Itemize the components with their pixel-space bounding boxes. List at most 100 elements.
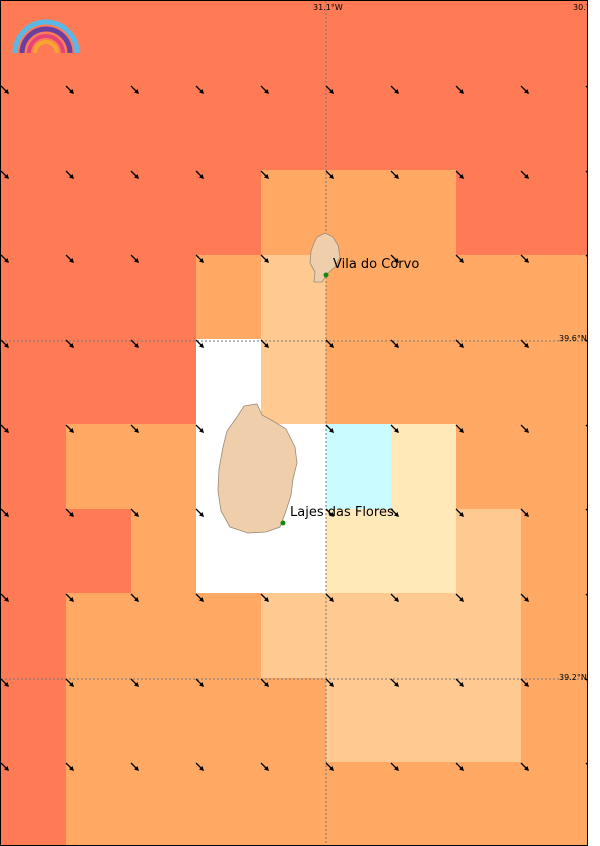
wind-arrow-icon xyxy=(390,678,399,687)
map-cell xyxy=(521,170,587,256)
wind-arrow-icon xyxy=(195,678,204,687)
place-label-vila-do-corvo[interactable]: Vila do Corvo xyxy=(333,257,420,272)
map-cell xyxy=(131,424,197,510)
map-cell xyxy=(521,1,587,87)
map-cell xyxy=(196,762,262,845)
longitude-label-31-1w: 31.1°W xyxy=(313,3,343,12)
map-overlay xyxy=(1,1,587,845)
map-cell xyxy=(131,170,197,256)
map-cell xyxy=(456,424,522,510)
map-cell xyxy=(66,508,132,594)
map-cell xyxy=(1,762,67,845)
wind-arrow-icon xyxy=(325,678,334,687)
wind-arrow-icon xyxy=(585,170,587,173)
map-cell xyxy=(521,508,587,594)
wind-arrow-icon xyxy=(520,593,529,602)
wind-arrow-icon xyxy=(65,762,74,771)
map-cell xyxy=(326,677,392,763)
map-cell xyxy=(456,593,522,679)
wind-arrow-icon xyxy=(65,254,74,263)
graticule xyxy=(1,1,587,845)
wind-arrow-icon xyxy=(585,254,587,257)
wind-arrow-icon xyxy=(455,339,464,348)
wind-arrow-icon xyxy=(65,85,74,94)
wind-arrow-icon xyxy=(195,424,204,433)
wind-arrow-icon xyxy=(260,762,269,771)
map-cell xyxy=(326,424,392,510)
map-cell xyxy=(66,593,132,679)
map-cell xyxy=(326,508,392,594)
wind-arrow-icon xyxy=(1,424,9,433)
wind-arrow-icon xyxy=(195,85,204,94)
map-cell xyxy=(326,762,392,845)
map-cell xyxy=(326,254,392,340)
wind-arrow-icon xyxy=(65,593,74,602)
wind-arrow-icon xyxy=(1,593,9,602)
wind-arrow-icon xyxy=(130,424,139,433)
wind-arrows xyxy=(1,85,587,771)
wind-arrow-icon xyxy=(260,170,269,179)
wind-arrow-icon xyxy=(65,424,74,433)
wind-arrow-icon xyxy=(390,508,399,517)
map-cell xyxy=(521,424,587,510)
map-cell xyxy=(1,593,67,679)
wind-arrow-icon xyxy=(195,593,204,602)
map-cell xyxy=(391,254,457,340)
lajes-das-flores-marker[interactable] xyxy=(280,520,286,526)
map-cell xyxy=(66,762,132,845)
map-cell xyxy=(326,1,392,87)
wind-arrow-icon xyxy=(390,424,399,433)
wind-arrow-icon xyxy=(130,593,139,602)
map-cell xyxy=(131,593,197,679)
wind-arrow-icon xyxy=(260,85,269,94)
wind-arrow-icon xyxy=(390,170,399,179)
map-cell xyxy=(196,254,262,340)
wind-arrow-icon xyxy=(390,85,399,94)
map-cell xyxy=(326,593,392,679)
wind-arrow-icon xyxy=(455,762,464,771)
map-cell xyxy=(261,85,327,171)
wind-arrow-icon xyxy=(325,339,334,348)
wind-arrow-icon xyxy=(325,593,334,602)
map-cell xyxy=(456,508,522,594)
map-cell xyxy=(326,339,392,425)
map-cell xyxy=(456,254,522,340)
wind-arrow-icon xyxy=(520,678,529,687)
wind-arrow-icon xyxy=(455,170,464,179)
map-cell xyxy=(1,254,67,340)
wind-arrow-icon xyxy=(260,339,269,348)
map-cell xyxy=(456,677,522,763)
wind-arrow-icon xyxy=(195,254,204,263)
longitude-label-30-7w: 30.7°W xyxy=(573,3,587,12)
map-cell xyxy=(521,593,587,679)
map-cell xyxy=(261,593,327,679)
wind-arrow-icon xyxy=(585,762,587,765)
wind-arrow-icon xyxy=(130,254,139,263)
vila-do-corvo-marker[interactable] xyxy=(323,272,329,278)
wind-arrow-icon xyxy=(520,424,529,433)
wind-arrow-icon xyxy=(130,678,139,687)
wind-arrow-icon xyxy=(390,593,399,602)
map-cell xyxy=(196,677,262,763)
place-label-lajes-das-flores[interactable]: Lajes das Flores xyxy=(290,505,394,520)
wind-arrow-icon xyxy=(130,170,139,179)
map-cell xyxy=(196,593,262,679)
wind-arrow-icon xyxy=(195,762,204,771)
corvo-island xyxy=(309,232,341,283)
map-cell xyxy=(131,339,197,425)
map-cell xyxy=(66,677,132,763)
map-cell xyxy=(521,85,587,171)
wind-arrow-icon xyxy=(455,508,464,517)
map-cell xyxy=(196,85,262,171)
wind-arrow-icon xyxy=(455,424,464,433)
wind-arrow-icon xyxy=(455,593,464,602)
wind-arrow-icon xyxy=(325,85,334,94)
map-cell xyxy=(391,508,457,594)
wind-arrow-icon xyxy=(260,593,269,602)
map-cell xyxy=(1,677,67,763)
map-cell xyxy=(456,339,522,425)
map-cell xyxy=(1,85,67,171)
map-cell xyxy=(521,677,587,763)
map-cell xyxy=(261,677,327,763)
